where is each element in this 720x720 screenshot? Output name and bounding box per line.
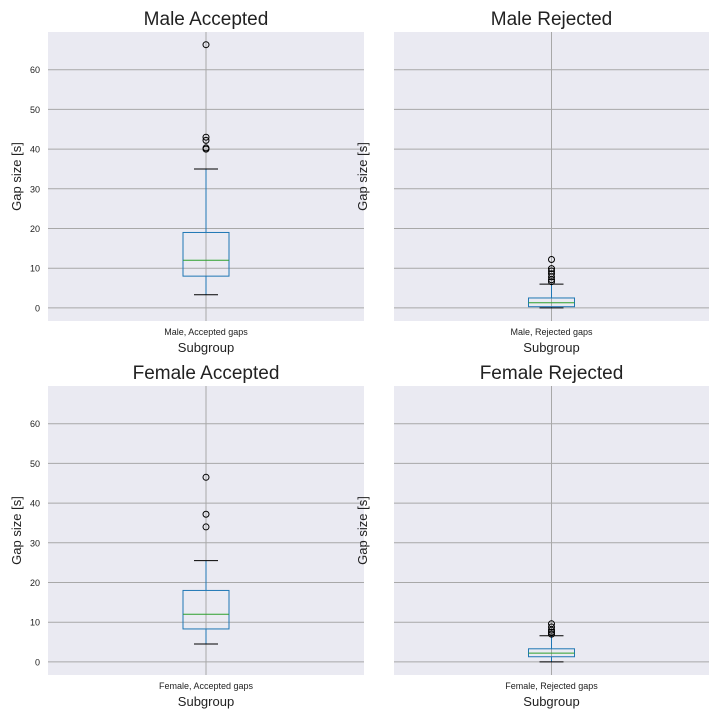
outlier-point — [548, 630, 555, 638]
outlier-point — [202, 144, 210, 152]
y-tick-label: 60 — [30, 65, 40, 75]
outlier-point — [548, 623, 555, 631]
outlier-point — [202, 136, 210, 144]
subplot-3: 0 10 20 30 40 50 60 Female Accepted Female, Acce… — [9, 363, 364, 709]
box-iqr — [182, 589, 230, 630]
outlier-point — [548, 278, 555, 286]
y-tick-label: 50 — [30, 105, 40, 115]
outlier-point — [548, 265, 555, 273]
y-tick-label: 20 — [30, 224, 40, 234]
y-tick-label: 40 — [30, 145, 40, 155]
y-tick-label: 20 — [30, 578, 40, 588]
x-axis-label: Subgroup — [178, 340, 234, 355]
y-tick-label: 0 — [35, 657, 40, 667]
y-axis-label: Gap size [s] — [355, 496, 370, 565]
y-axis-label: Gap size [s] — [355, 142, 370, 211]
y-axis-label: Gap size [s] — [9, 142, 24, 211]
x-tick-label: Male, Rejected gaps — [510, 327, 593, 337]
y-tick-label: 40 — [30, 499, 40, 509]
outlier-point — [202, 510, 210, 518]
subplot-title: Female Accepted — [133, 363, 280, 384]
outlier-point — [548, 255, 555, 263]
x-tick-label: Female, Rejected gaps — [505, 681, 598, 691]
outlier-point — [548, 270, 555, 278]
outlier-point — [202, 41, 210, 49]
y-axis-label: Gap size [s] — [9, 496, 24, 565]
outlier-point — [548, 620, 555, 628]
outlier-point — [548, 267, 555, 275]
x-axis-label: Subgroup — [523, 694, 579, 709]
outlier-point — [548, 628, 555, 636]
subplot-1: 0 10 20 30 40 50 60 Male Accepted Male, Accepted… — [9, 9, 364, 355]
y-tick-label: 30 — [30, 184, 40, 194]
outlier-point — [202, 133, 210, 141]
y-tick-label: 50 — [30, 459, 40, 469]
y-tick-label: 30 — [30, 538, 40, 548]
y-tick-label: 10 — [30, 618, 40, 628]
x-tick-label: Female, Accepted gaps — [159, 681, 254, 691]
box-iqr — [182, 231, 230, 277]
outlier-point — [202, 523, 210, 531]
x-axis-label: Subgroup — [178, 694, 234, 709]
x-tick-label: Male, Accepted gaps — [164, 327, 248, 337]
subplot-2: Male Rejected Male, Rejected gaps Subgroup… — [355, 9, 709, 355]
subplot-title: Male Accepted — [144, 9, 269, 30]
x-axis-label: Subgroup — [523, 340, 579, 355]
outlier-point — [202, 473, 210, 481]
subplot-title: Male Rejected — [491, 9, 612, 30]
subplot-title: Female Rejected — [480, 363, 624, 384]
y-tick-label: 0 — [35, 303, 40, 313]
y-tick-label: 10 — [30, 264, 40, 274]
y-tick-label: 60 — [30, 419, 40, 429]
subplot-4: Female Rejected Female, Rejected gaps Subg… — [355, 363, 709, 709]
